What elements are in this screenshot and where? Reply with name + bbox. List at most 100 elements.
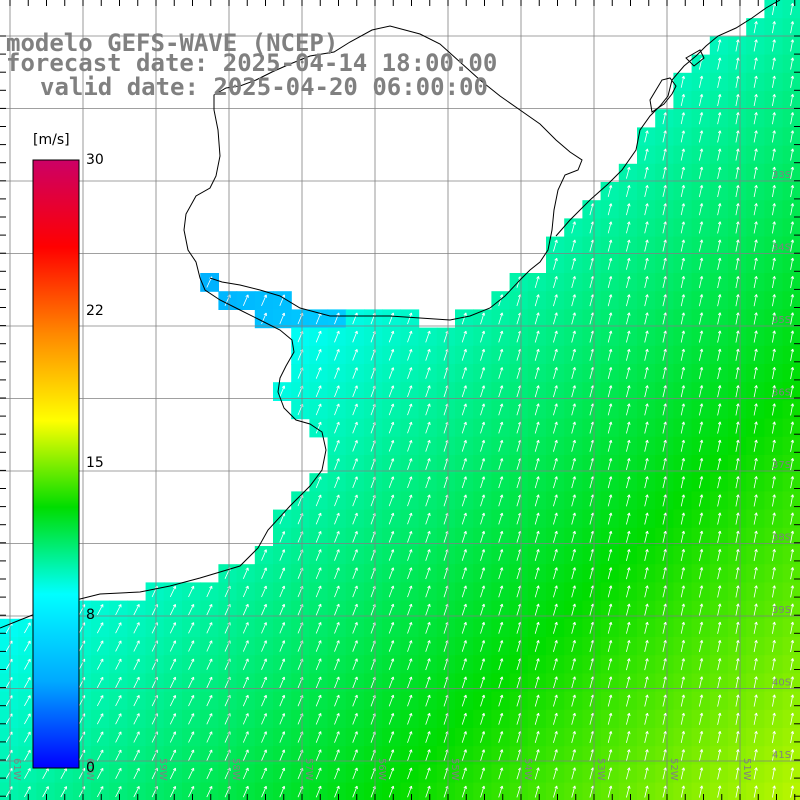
wind-arrow — [626, 257, 631, 270]
wind-arrow — [699, 239, 704, 252]
wind-arrow — [680, 166, 686, 179]
lagoon-2 — [685, 49, 705, 67]
wind-arrow — [680, 421, 686, 434]
wind-arrow — [498, 767, 504, 780]
wind-arrow — [699, 348, 704, 361]
wind-cell — [145, 673, 165, 693]
wind-arrow — [407, 767, 413, 780]
wind-cell — [72, 764, 92, 784]
wind-arrow — [626, 421, 631, 434]
wind-arrow — [735, 257, 740, 270]
wind-arrow — [407, 403, 413, 416]
wind-arrow — [334, 330, 340, 343]
wind-arrow — [753, 476, 758, 489]
wind-arrow — [790, 585, 795, 598]
wind-arrow — [717, 403, 722, 416]
wind-arrow — [461, 567, 467, 580]
wind-arrow — [699, 294, 704, 307]
latitude-label: 39S — [772, 605, 791, 616]
wind-arrow — [498, 476, 504, 489]
wind-arrow — [388, 530, 395, 543]
wind-arrow — [425, 385, 431, 398]
wind-arrow — [644, 767, 649, 780]
wind-arrow — [553, 494, 558, 507]
wind-arrow — [790, 93, 795, 107]
wind-arrow — [24, 622, 31, 634]
wind-arrow — [334, 421, 340, 434]
wind-arrow — [115, 713, 122, 725]
wind-arrow — [388, 658, 395, 671]
wind-arrow — [571, 257, 576, 270]
wind-arrow — [699, 694, 704, 707]
wind-arrow — [644, 640, 649, 652]
wind-arrow — [644, 421, 649, 434]
wind-arrow — [571, 385, 576, 398]
wind-arrow — [115, 695, 122, 707]
wind-arrow — [315, 640, 322, 652]
wind-arrow — [461, 640, 467, 652]
wind-arrow — [753, 785, 758, 798]
wind-arrow — [334, 312, 340, 325]
wind-arrow — [425, 458, 431, 470]
wind-cell — [182, 746, 201, 765]
wind-arrow — [735, 184, 740, 198]
wind-arrow — [169, 785, 177, 798]
wind-arrow — [753, 403, 758, 416]
wind-arrow — [461, 312, 467, 325]
wind-arrow — [388, 712, 395, 725]
wind-arrow — [334, 785, 340, 798]
wind-arrow — [790, 639, 795, 653]
wind-arrow — [699, 548, 704, 562]
wind-arrow — [735, 366, 740, 380]
wind-arrow — [790, 749, 795, 762]
wind-arrow — [717, 257, 722, 270]
wind-arrow — [571, 367, 576, 380]
wind-arrow — [334, 694, 340, 707]
wind-arrow — [534, 476, 540, 489]
wind-arrow — [261, 731, 267, 743]
wind-cell — [182, 600, 201, 620]
wind-arrow — [388, 621, 395, 634]
wind-arrow — [607, 712, 613, 725]
wind-arrow — [388, 458, 395, 470]
wind-arrow — [626, 403, 631, 416]
wind-arrow — [388, 476, 395, 489]
wind-arrow — [461, 403, 467, 416]
wind-arrow — [699, 530, 704, 543]
wind-arrow — [480, 330, 486, 343]
wind-arrow — [534, 530, 540, 543]
wind-arrow — [334, 712, 340, 725]
wind-arrow — [626, 658, 631, 671]
wind-arrow — [571, 767, 576, 780]
wind-arrow — [753, 21, 758, 34]
wind-arrow — [680, 530, 686, 543]
wind-arrow — [717, 148, 722, 161]
wind-arrow — [772, 221, 776, 234]
wind-arrow — [188, 767, 195, 780]
wind-arrow — [699, 257, 704, 270]
wind-arrow — [334, 439, 340, 452]
wind-arrow — [279, 531, 286, 543]
wind-arrow — [662, 640, 667, 652]
wind-cell — [18, 691, 37, 711]
wind-arrow — [735, 767, 740, 780]
wind-arrow — [717, 621, 722, 634]
wind-arrow — [571, 549, 576, 562]
wind-arrow — [662, 185, 667, 197]
wind-cell — [109, 673, 128, 693]
wind-arrow — [388, 385, 395, 398]
wind-cell — [127, 637, 147, 656]
wind-arrow — [626, 549, 631, 562]
wind-arrow — [334, 549, 340, 561]
wind-arrow — [334, 530, 340, 543]
wind-cell — [145, 600, 165, 620]
wind-arrow — [352, 712, 358, 725]
wind-arrow — [534, 494, 540, 507]
wind-arrow — [680, 603, 686, 616]
wind-cell — [127, 655, 147, 674]
wind-arrow — [461, 694, 467, 707]
wind-arrow — [461, 731, 467, 743]
wind-arrow — [753, 275, 758, 289]
longitude-label: 54W — [522, 758, 533, 781]
